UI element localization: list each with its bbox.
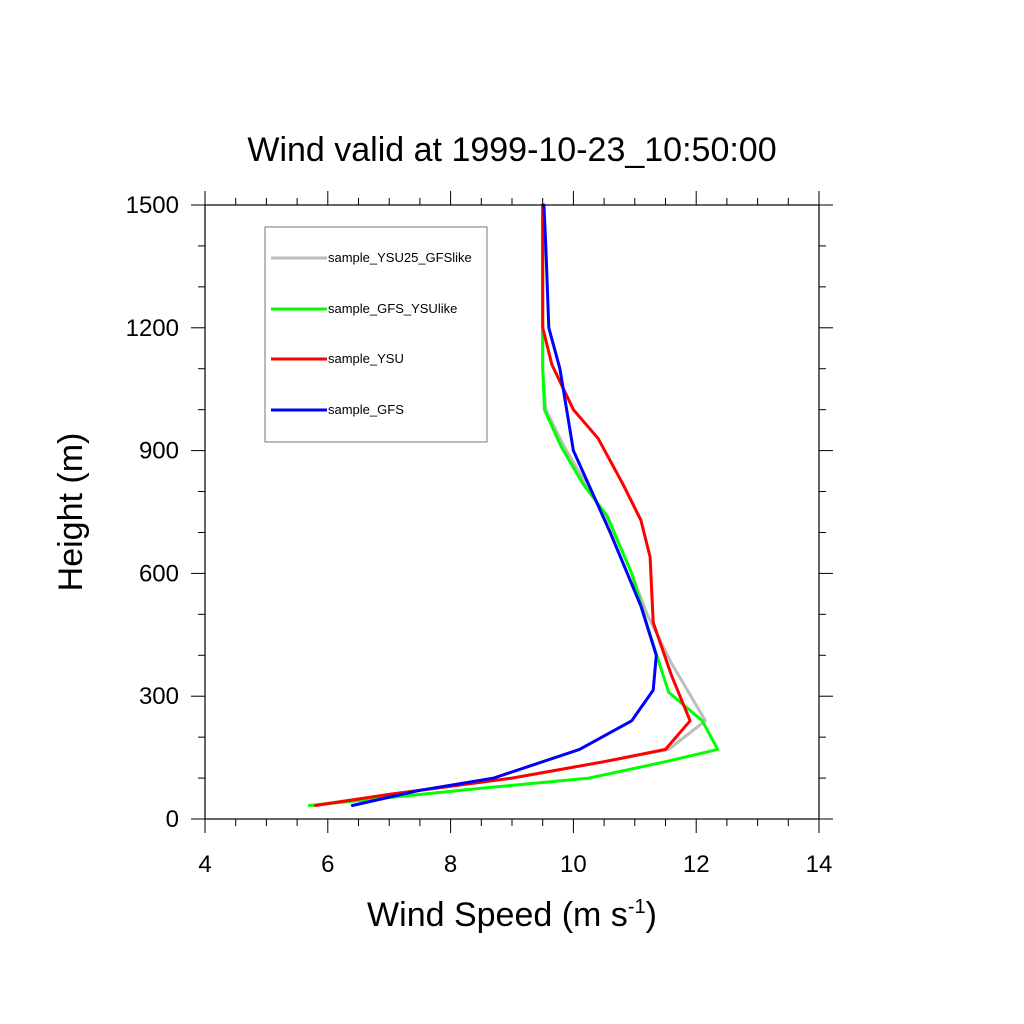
x-axis-label: Wind Speed (m s-1): [367, 896, 657, 934]
x-tick-label: 6: [321, 851, 334, 878]
legend-entries: sample_YSU25_GFSlike sample_GFS_YSUlikesa…: [271, 250, 472, 417]
x-tick-label: 14: [806, 851, 833, 878]
x-axis-label-suffix: ): [646, 896, 657, 934]
x-axis-label-superscript: -1: [628, 896, 646, 918]
x-tick-label: 8: [444, 851, 457, 878]
y-tick-label: 600: [139, 560, 179, 587]
legend-label-2: sample_YSU: [328, 351, 404, 366]
ticks-layer: 4 6 8 10 12 14 0 300 600 900 1200 1500: [126, 191, 833, 878]
y-axis-label: Height (m): [52, 433, 90, 592]
series-line-3: [350, 203, 658, 807]
y-tick-label: 1500: [126, 192, 179, 219]
legend-label-0: sample_YSU25_GFSlike: [328, 250, 472, 265]
series-line-2: [314, 203, 692, 807]
y-tick-label: 900: [139, 438, 179, 465]
series-layer: [307, 203, 720, 807]
chart-title: Wind valid at 1999-10-23_10:50:00: [247, 131, 776, 169]
x-tick-label: 12: [683, 851, 710, 878]
x-tick-label: 4: [198, 851, 211, 878]
legend-label-3: sample_GFS: [328, 402, 404, 417]
y-tick-label: 300: [139, 683, 179, 710]
legend-label-1: sample_GFS_YSUlike: [328, 301, 457, 316]
legend: sample_YSU25_GFSlike sample_GFS_YSUlikesa…: [264, 226, 488, 443]
y-tick-label: 0: [166, 806, 179, 833]
x-tick-label: 10: [560, 851, 587, 878]
legend-box: [264, 226, 488, 443]
x-axis-label-main: Wind Speed (m s: [367, 896, 628, 934]
y-tick-label: 1200: [126, 315, 179, 342]
